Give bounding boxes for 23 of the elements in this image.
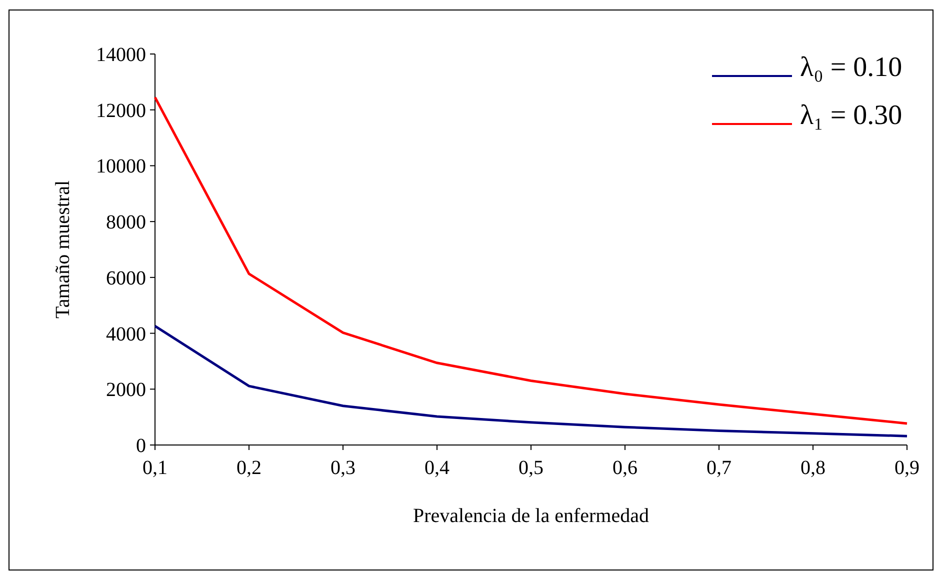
x-tick-label: 0,7 (706, 457, 732, 479)
x-tick-label: 0,5 (518, 457, 544, 479)
x-tick-label: 0,6 (612, 457, 638, 479)
line-series (154, 96, 908, 425)
x-tick-label: 0,1 (142, 457, 168, 479)
x-tick-label: 0,9 (894, 457, 920, 479)
y-tick-label: 14000 (96, 44, 146, 66)
x-axis-title: Prevalencia de la enfermedad (413, 505, 649, 527)
legend-label: λ₁ = 0.30 (800, 100, 902, 131)
y-axis-title: Tamaño muestral (52, 180, 74, 318)
y-tick-label: 8000 (106, 212, 146, 234)
y-tick-label: 12000 (96, 100, 146, 122)
y-tick-label: 2000 (106, 379, 146, 402)
x-tick-label: 0,4 (424, 457, 450, 479)
legend-label: λ₀ = 0.10 (800, 52, 902, 83)
line-series (154, 324, 908, 438)
x-tick-label: 0,2 (236, 457, 262, 479)
y-tick-label: 0 (136, 435, 146, 457)
y-tick-label: 6000 (106, 267, 146, 290)
x-tick-label: 0,8 (800, 457, 826, 479)
x-tick-label: 0,3 (330, 457, 356, 479)
y-tick-label: 10000 (96, 156, 146, 178)
y-tick-label: 4000 (106, 323, 146, 346)
